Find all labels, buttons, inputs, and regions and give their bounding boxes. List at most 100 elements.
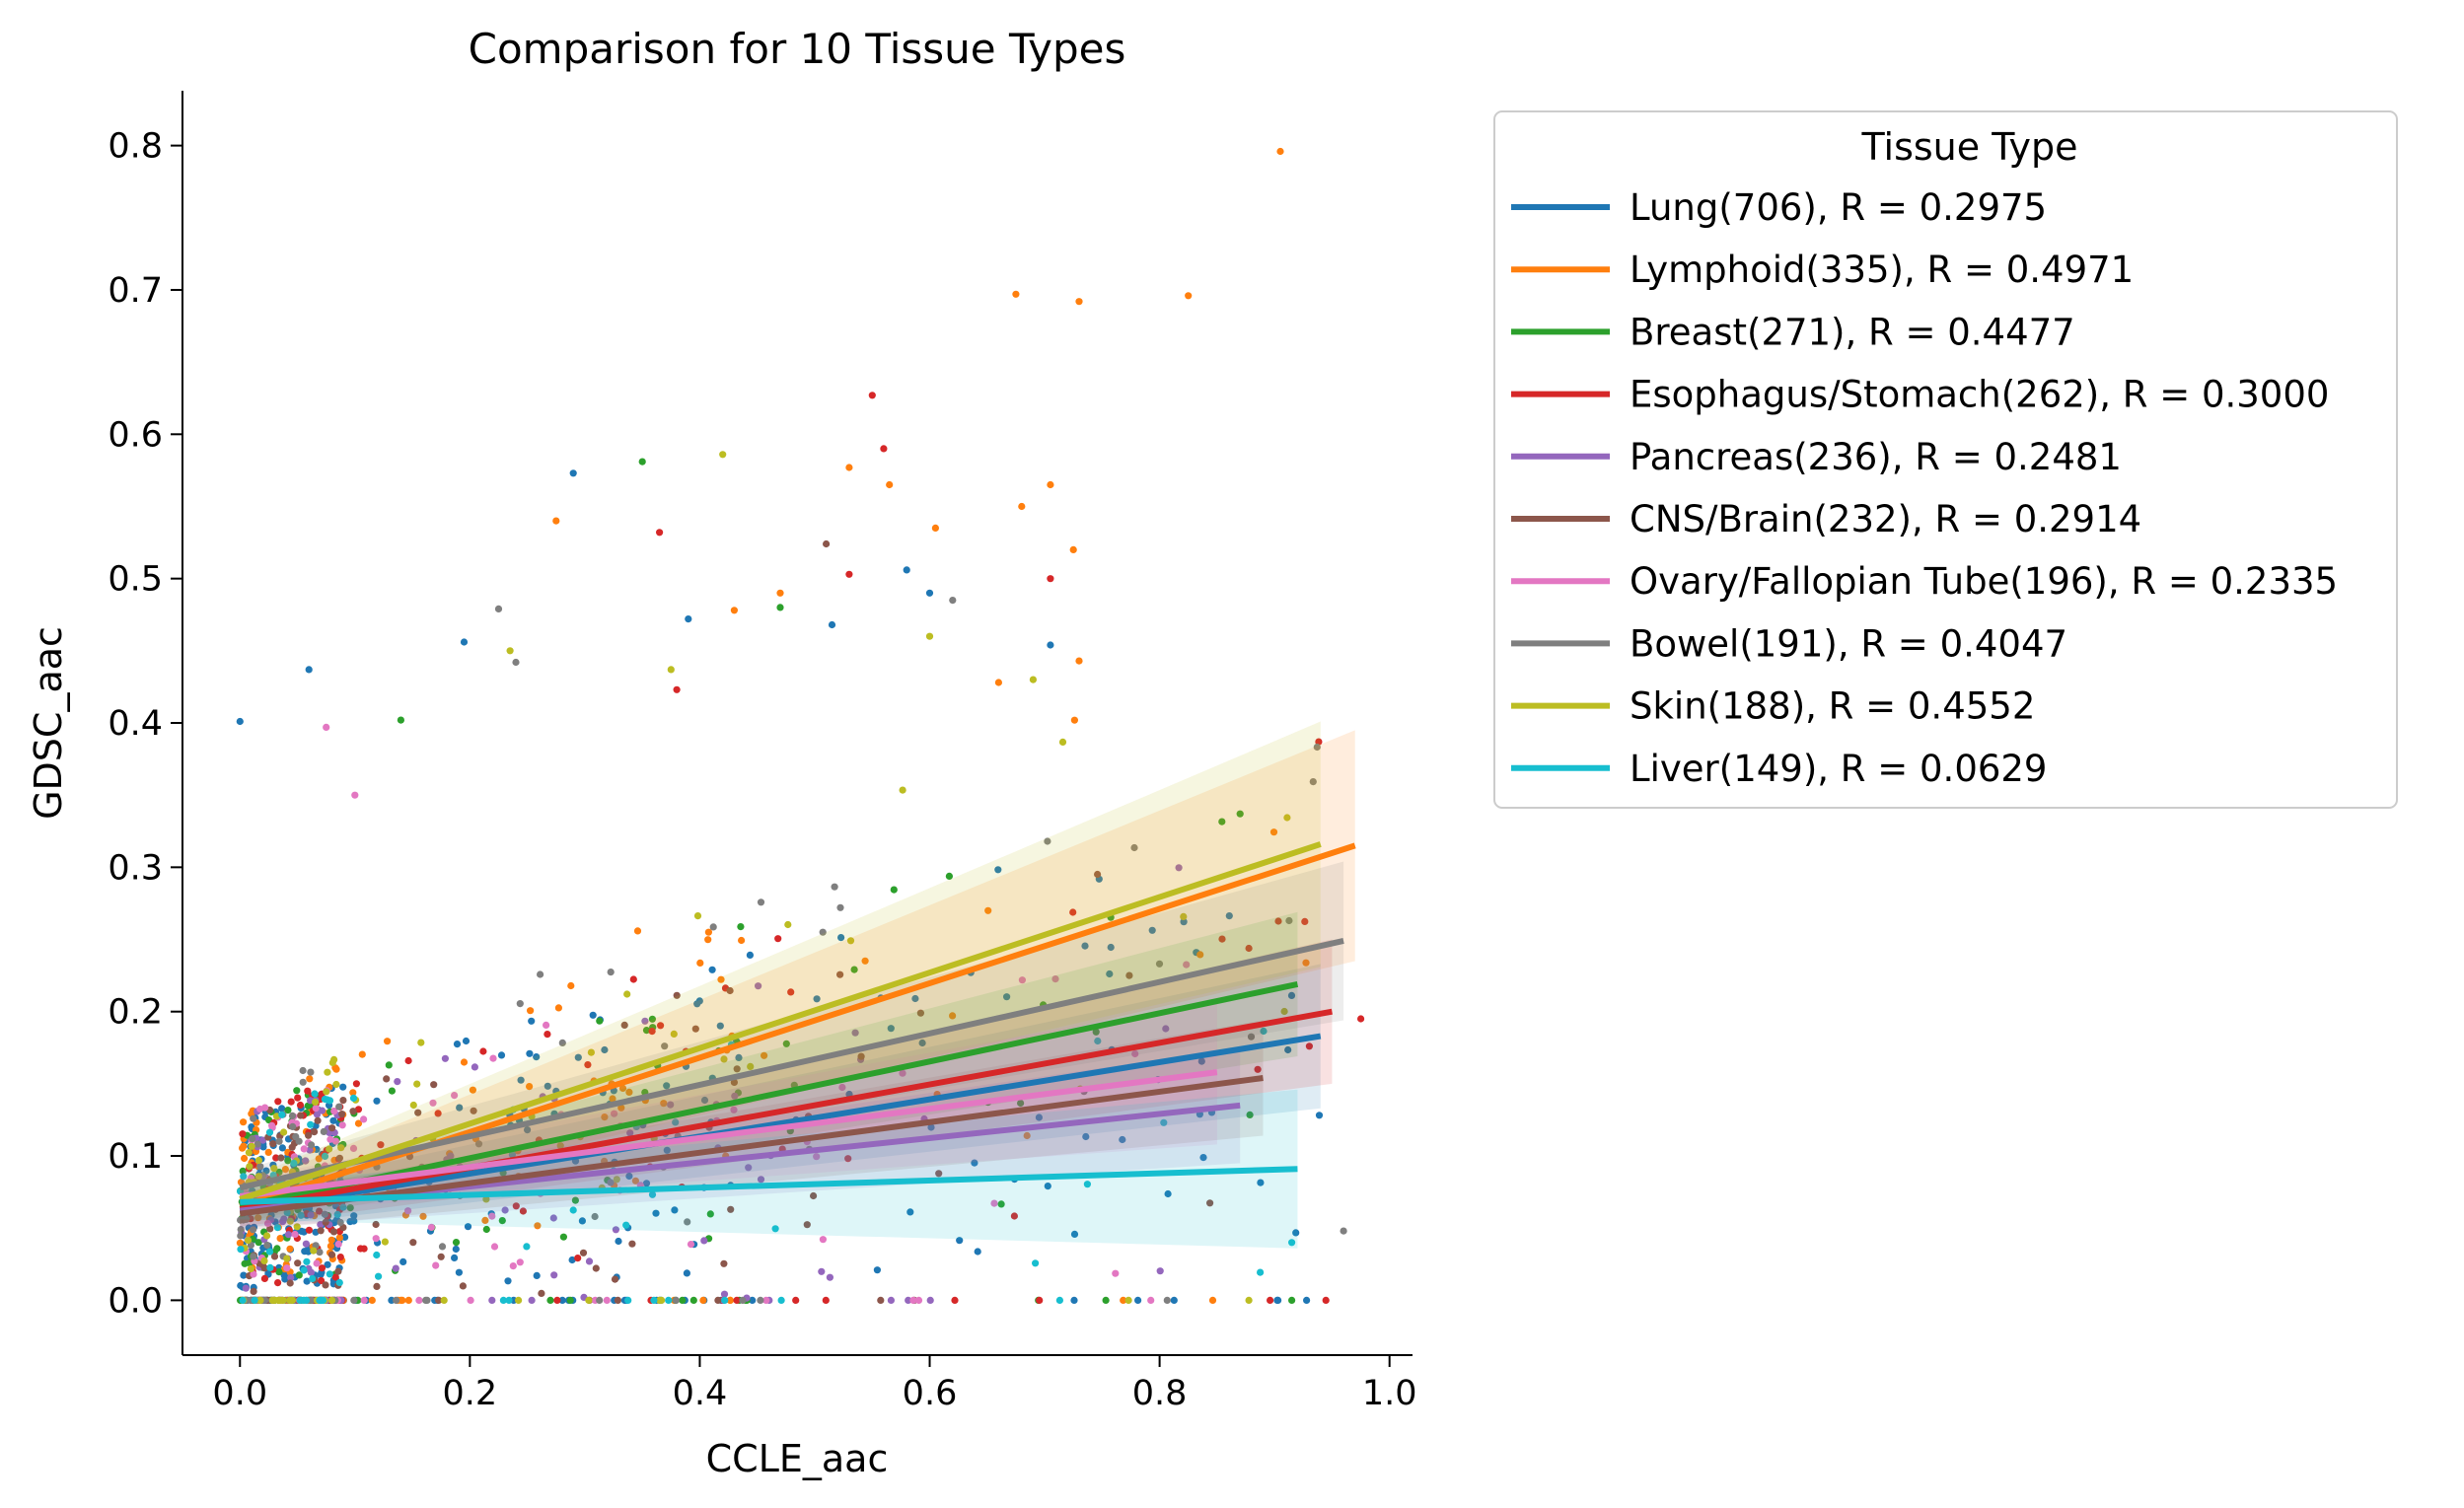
scatter-point [625,1172,633,1181]
scatter-point [845,570,853,578]
scatter-point [293,1087,301,1095]
x-tick-label: 1.0 [1362,1374,1417,1413]
scatter-point [397,716,404,724]
scatter-point [275,1137,283,1145]
scatter-point [299,1066,307,1075]
scatter-point [1236,810,1244,818]
scatter-point [1106,969,1114,978]
scatter-point [471,1063,478,1071]
scatter-point [280,1128,288,1136]
scatter-point [546,1296,554,1304]
scatter-point [259,1136,267,1144]
scatter-point [911,994,919,1003]
scatter-point [746,951,755,960]
scatter-point [305,1226,313,1234]
scatter-point [687,1241,695,1249]
scatter-point [909,1296,917,1304]
scatter-point [501,1206,509,1214]
x-tick-label: 0.2 [443,1374,498,1413]
scatter-point [696,959,704,968]
scatter-point [437,1253,445,1260]
scatter-point [315,1155,323,1163]
scatter-point [877,1296,885,1304]
scatter-point [672,1296,680,1304]
scatter-point [240,1142,248,1150]
scatter-point [886,480,894,489]
scatter-point [377,1141,385,1149]
scatter-point [1260,1027,1268,1036]
scatter-point [331,1273,339,1281]
regression-line [239,1069,1218,1199]
scatter-point [899,1069,906,1077]
scatter-point [239,1130,247,1138]
scatter-point [661,1042,669,1050]
scatter-point [494,605,503,613]
scatter-point [1175,864,1183,872]
scatter-point [776,589,784,597]
scatter-point [568,1256,576,1264]
scatter-point [585,1296,593,1304]
scatter-point [857,1052,865,1060]
scatter-point [300,1145,308,1153]
scatter-point [569,1206,577,1214]
scatter-point [683,1269,691,1277]
scatter-point [1322,1296,1330,1304]
scatter-point [665,1296,673,1304]
scatter-point [330,1108,338,1115]
regression-line [239,841,1322,1202]
scatter-point [264,1269,272,1277]
scatter-point [423,1296,431,1304]
scatter-point [633,927,642,935]
scatter-point [1218,818,1226,826]
scatter-point [512,1202,520,1210]
scatter-point [320,1127,327,1135]
axis-ticks: 0.0 0.2 0.4 0.6 0.8 1.0 0.0 0.1 0.2 0.3 0.4 0.5 0.6 0… [108,127,1416,1413]
legend-label: Pancreas(236), R = 0.2481 [1630,436,2122,478]
scatter-point [1069,545,1077,554]
scatter-point [918,1039,926,1047]
scatter-point [836,903,844,911]
scatter-point [1246,1111,1254,1118]
scatter-point [288,1143,296,1151]
scatter-point [324,1068,331,1076]
scatter-point [324,1260,331,1268]
scatter-point [1305,1042,1313,1050]
scatter-point [737,923,745,931]
scatter-point [1083,1181,1091,1188]
scatter-point [905,1296,912,1304]
scatter-point [1134,1296,1142,1304]
scatter-point [488,1212,496,1220]
scatter-point [945,872,954,881]
scatter-point [239,1296,247,1304]
scatter-point [237,1246,245,1254]
scatter-point [776,604,784,611]
scatter-point [994,679,1003,686]
scatter-point [672,1118,680,1126]
scatter-point [409,1101,417,1110]
x-tick-label: 0.0 [212,1374,267,1413]
scatter-point [1245,1296,1253,1304]
scatter-point [1301,917,1309,926]
scatter-point [554,1004,563,1012]
scatter-point [648,1015,657,1023]
scatter-point [567,981,575,990]
scatter-point [350,1217,358,1225]
scatter-point [717,975,725,983]
scatter-point [316,1207,324,1215]
scatter-point [1075,298,1083,306]
scatter-point [1274,917,1282,925]
scatter-point [326,1145,333,1153]
scatter-point [578,1217,587,1225]
scatter-point [508,1151,517,1159]
scatter-point [784,920,792,929]
scatter-point [1124,1296,1132,1304]
scatter-point [1303,1296,1311,1304]
scatter-point [596,1296,604,1304]
scatter-point [1044,837,1051,845]
scatter-point [762,1296,770,1304]
scatter-point [318,1276,326,1285]
scatter-point [326,1097,334,1105]
legend-label: Breast(271), R = 0.4477 [1630,311,2075,353]
scatter-point [384,1038,392,1045]
scatter-point [585,1257,594,1265]
